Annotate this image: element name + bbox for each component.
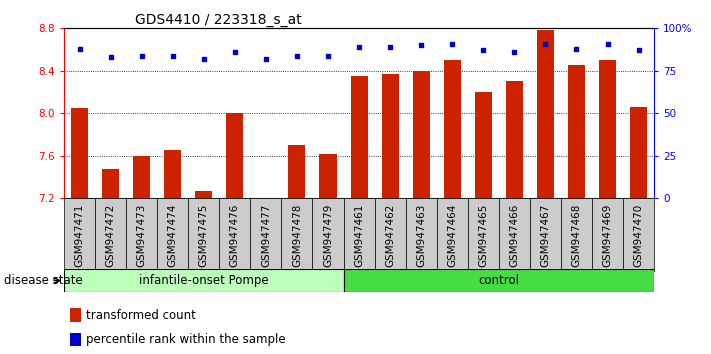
Text: GSM947463: GSM947463	[416, 204, 426, 267]
Text: transformed count: transformed count	[87, 309, 196, 322]
Text: GSM947475: GSM947475	[199, 204, 209, 267]
Bar	[312, 198, 343, 271]
Bar	[289, 145, 306, 198]
Text: GSM947470: GSM947470	[634, 204, 643, 267]
Bar	[219, 198, 250, 271]
Bar	[319, 154, 336, 198]
Bar	[95, 198, 126, 271]
Bar	[70, 308, 80, 322]
Text: disease state: disease state	[4, 274, 82, 287]
Text: GSM947467: GSM947467	[540, 204, 550, 267]
Bar	[164, 150, 181, 198]
Bar	[406, 198, 437, 271]
Bar	[188, 198, 219, 271]
Bar	[157, 198, 188, 271]
Bar	[102, 169, 119, 198]
Text: percentile rank within the sample: percentile rank within the sample	[87, 333, 286, 346]
Text: GDS4410 / 223318_s_at: GDS4410 / 223318_s_at	[135, 13, 301, 27]
Text: GSM947477: GSM947477	[261, 204, 271, 267]
Bar	[468, 198, 499, 271]
Bar	[126, 198, 157, 271]
Bar	[475, 92, 492, 198]
Bar	[64, 269, 343, 292]
Bar	[506, 81, 523, 198]
Bar	[561, 198, 592, 271]
Bar	[537, 30, 554, 198]
Text: GSM947464: GSM947464	[447, 204, 457, 267]
Bar	[630, 107, 647, 198]
Bar	[499, 198, 530, 271]
Bar	[250, 198, 282, 271]
Bar	[71, 108, 88, 198]
Bar	[196, 191, 213, 198]
Bar	[382, 74, 399, 198]
Bar	[412, 71, 429, 198]
Text: GSM947465: GSM947465	[479, 204, 488, 267]
Text: control: control	[479, 274, 519, 287]
Bar	[444, 60, 461, 198]
Text: GSM947476: GSM947476	[230, 204, 240, 267]
Bar	[133, 156, 150, 198]
Text: GSM947472: GSM947472	[105, 204, 116, 267]
Bar	[599, 60, 616, 198]
Bar	[592, 198, 623, 271]
Bar	[375, 198, 406, 271]
Bar	[437, 198, 468, 271]
Bar	[530, 198, 561, 271]
Bar	[351, 76, 368, 198]
Bar	[623, 198, 654, 271]
Bar	[343, 269, 654, 292]
Bar	[568, 65, 585, 198]
Text: GSM947473: GSM947473	[137, 204, 146, 267]
Bar	[70, 333, 80, 347]
Bar	[64, 198, 95, 271]
Text: GSM947474: GSM947474	[168, 204, 178, 267]
Text: GSM947466: GSM947466	[509, 204, 519, 267]
Text: GSM947468: GSM947468	[572, 204, 582, 267]
Text: GSM947478: GSM947478	[292, 204, 302, 267]
Text: GSM947471: GSM947471	[75, 204, 85, 267]
Bar	[282, 198, 312, 271]
Text: GSM947461: GSM947461	[354, 204, 364, 267]
Text: GSM947469: GSM947469	[602, 204, 613, 267]
Bar	[343, 198, 375, 271]
Text: GSM947479: GSM947479	[323, 204, 333, 267]
Text: GSM947462: GSM947462	[385, 204, 395, 267]
Text: infantile-onset Pompe: infantile-onset Pompe	[139, 274, 269, 287]
Bar	[226, 113, 243, 198]
